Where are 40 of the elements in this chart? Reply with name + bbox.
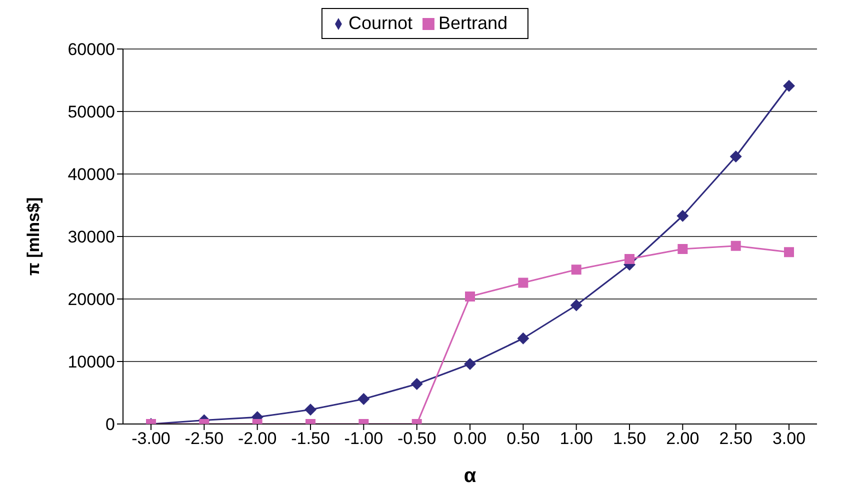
point [464,358,476,370]
y-axis-title: π [mlns$] [24,197,44,276]
point [518,278,528,288]
x-tick-label: 2.00 [666,429,700,448]
point [517,332,530,344]
x-tick-label: -2.00 [238,429,277,448]
y-tick-label: 60000 [68,40,115,60]
x-tick-label: -0.50 [397,429,436,448]
x-tick-label: 0.50 [506,429,540,448]
point [304,404,316,416]
point [730,240,741,251]
point [624,254,634,264]
x-tick-label: 0.00 [453,429,487,448]
point [730,150,742,162]
point [358,393,370,405]
point [410,378,423,390]
point [570,299,582,312]
y-tick-label: 40000 [68,165,115,184]
x-tick-label: -1.00 [344,429,384,448]
x-tick-label: 2.50 [719,429,752,448]
y-tick-label: 50000 [68,102,115,122]
legend-label: Cournot [348,13,412,33]
x-tick-label: -3.00 [132,429,170,448]
point [465,292,475,302]
x-tick-label: -1.50 [291,429,330,448]
y-tick-label: 10000 [68,352,115,372]
x-tick-label: 3.00 [772,429,806,448]
y-tick-label: 0 [106,415,115,434]
y-tick-label: 30000 [68,228,115,247]
point [676,210,689,222]
x-tick-label: 1.00 [560,429,593,448]
point [678,244,688,254]
x-axis-title: α [464,465,477,487]
point [571,264,582,275]
legend-label: Bertrand [438,13,508,33]
point [783,80,795,92]
x-tick-label: 1.50 [612,429,646,448]
point [784,247,794,258]
y-tick-label: 20000 [68,290,115,310]
x-tick-label: -2.50 [184,429,224,448]
